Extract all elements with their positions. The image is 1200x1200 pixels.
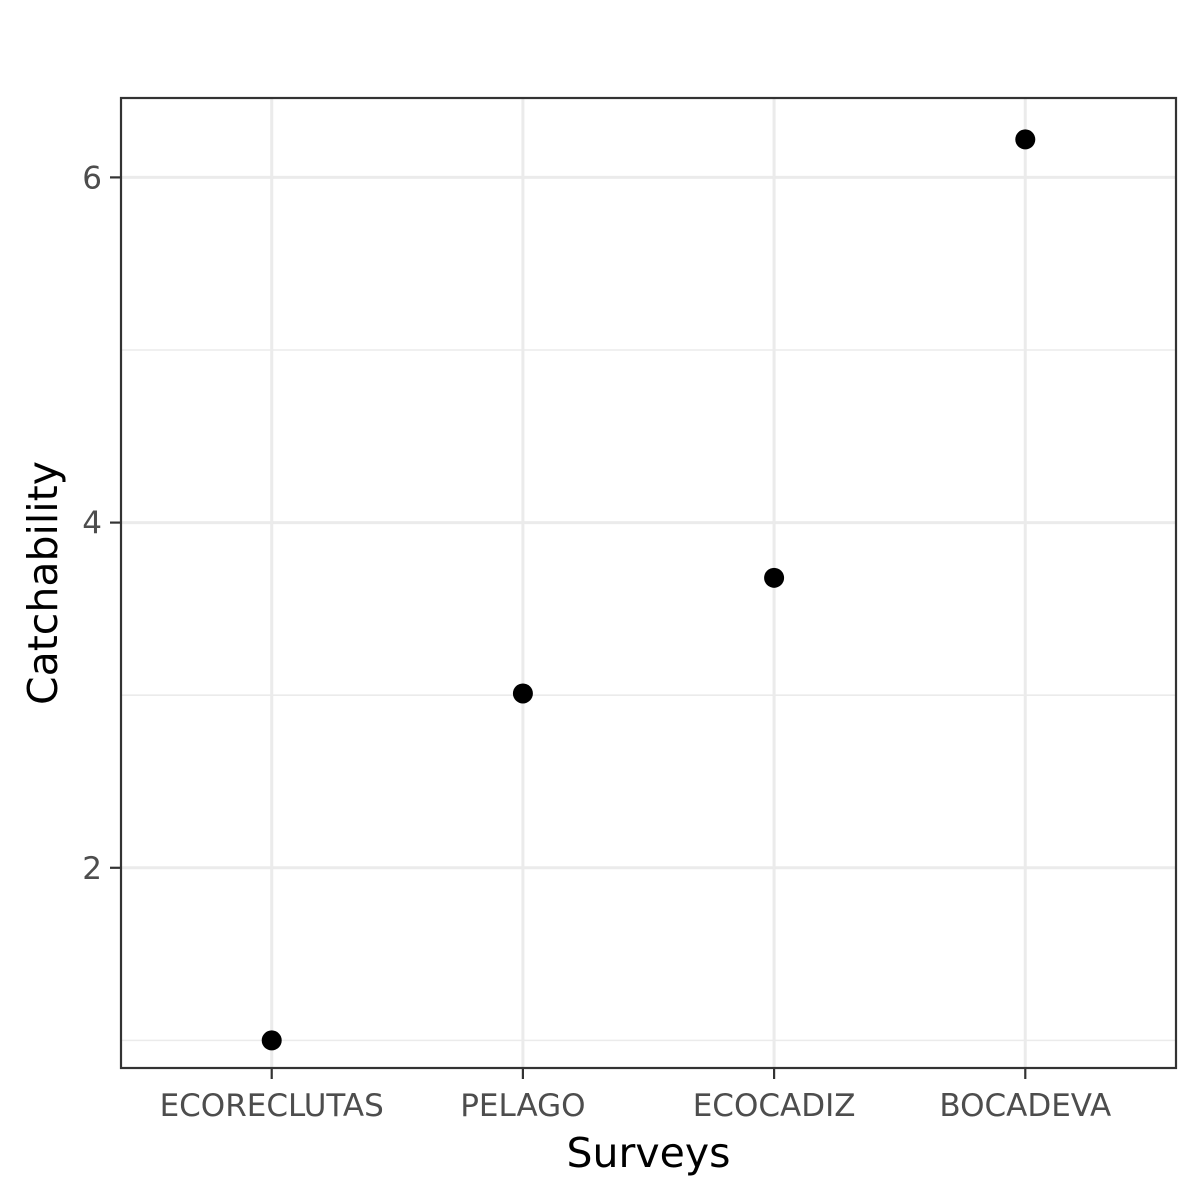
y-tick-label: 4 bbox=[82, 506, 102, 542]
data-point bbox=[764, 567, 785, 588]
x-tick-label: ECORECLUTAS bbox=[160, 1088, 384, 1124]
data-point bbox=[512, 683, 533, 704]
y-axis-title: Catchability bbox=[19, 461, 67, 705]
y-tick-label: 2 bbox=[82, 851, 102, 887]
data-point bbox=[261, 1030, 282, 1051]
y-tick-label: 6 bbox=[82, 160, 102, 196]
x-tick-label: ECOCADIZ bbox=[693, 1088, 856, 1124]
axis-ticks bbox=[110, 176, 1027, 1079]
data-point bbox=[1015, 129, 1036, 150]
x-tick-label: PELAGO bbox=[460, 1088, 585, 1124]
tick-labels: 2 4 6 ECORECLUTAS PELAGO ECOCADIZ BOCADEVA bbox=[82, 160, 1111, 1124]
panel-border bbox=[119, 96, 1178, 1070]
data-points bbox=[261, 129, 1036, 1051]
x-axis-title: Surveys bbox=[567, 1129, 731, 1177]
x-tick-label: BOCADEVA bbox=[939, 1088, 1111, 1124]
